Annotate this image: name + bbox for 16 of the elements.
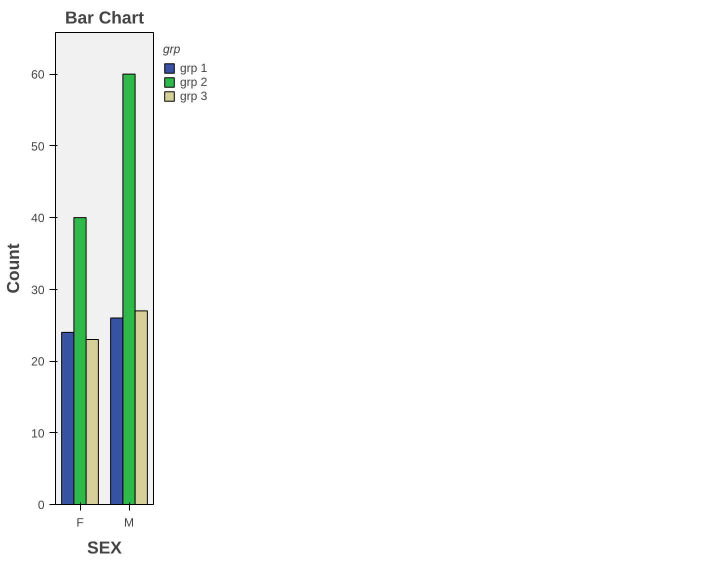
y-tick-label: 0 <box>38 498 45 512</box>
x-tick-label: F <box>76 516 84 530</box>
y-axis-title: Count <box>3 243 24 294</box>
legend-title: grp <box>163 42 182 56</box>
x-axis-title: SEX <box>87 538 122 558</box>
y-tick-label: 60 <box>31 68 45 82</box>
legend-label: grp 2 <box>180 75 208 89</box>
chart-title: Bar Chart <box>65 8 144 28</box>
y-tick-label: 20 <box>31 354 45 369</box>
y-tick-label: 50 <box>31 139 45 154</box>
y-tick-label: 30 <box>31 282 45 297</box>
y-tick-label: 10 <box>31 426 45 440</box>
legend-label: grp 3 <box>180 89 208 103</box>
legend-label: grp 1 <box>180 61 208 75</box>
y-tick-label: 40 <box>31 211 45 226</box>
x-tick-label: M <box>124 516 134 530</box>
